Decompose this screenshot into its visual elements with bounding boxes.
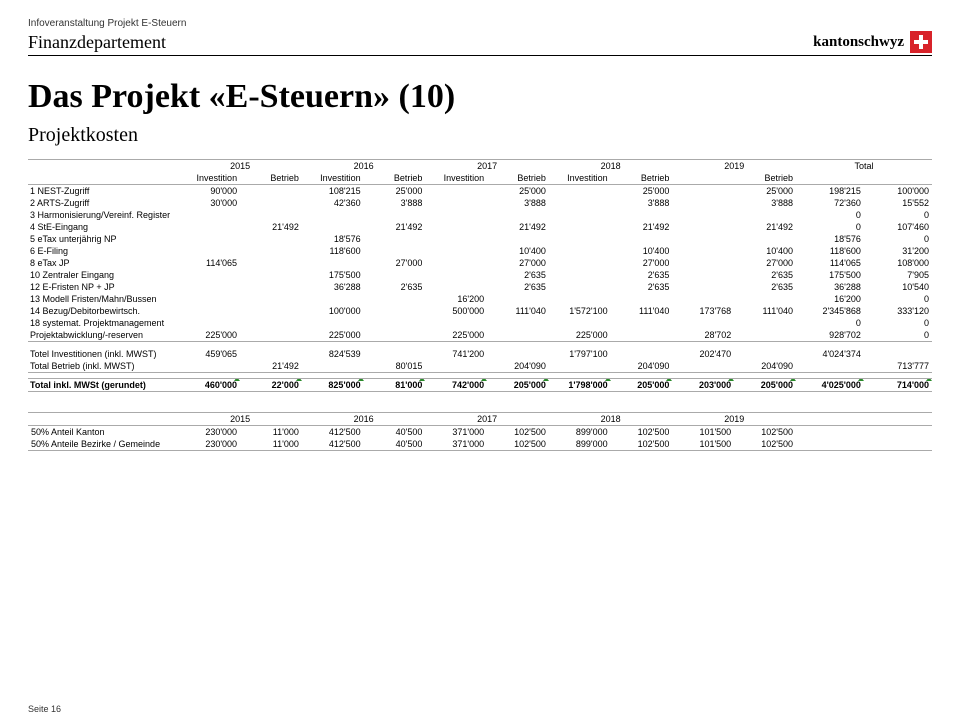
table-row: 8 eTax JP114'06527'00027'00027'00027'000… xyxy=(28,257,932,269)
grand-total-row: Total inkl. MWSt (gerundet)460'00022'000… xyxy=(28,378,932,391)
table-row: Projektabwicklung/-reserven225'000225'00… xyxy=(28,329,932,342)
year-header-row: 2015 2016 2017 2018 2019 Total xyxy=(28,160,932,173)
share-row: 50% Anteil Kanton230'00011'000412'50040'… xyxy=(28,425,932,438)
share-year-header: 2015 2016 2017 2018 2019 xyxy=(28,412,932,425)
page-subtitle: Projektkosten xyxy=(28,124,932,147)
table-row: 4 StE-Eingang21'49221'49221'49221'49221'… xyxy=(28,221,932,233)
department-name: Finanzdepartement xyxy=(28,32,166,53)
header-bar: Finanzdepartement kantonschwyz xyxy=(28,31,932,56)
table-row: 5 eTax unterjährig NP18'57618'5760 xyxy=(28,233,932,245)
subtotal-row: Totel Investitionen (inkl. MWST)459'0658… xyxy=(28,348,932,360)
table-row: 3 Harmonisierung/Vereinf. Register00 xyxy=(28,209,932,221)
table-row: 13 Modell Fristen/Mahn/Bussen16'20016'20… xyxy=(28,293,932,305)
logo-mark-icon xyxy=(910,31,932,53)
table-row: 12 E-Fristen NP + JP36'2882'6352'6352'63… xyxy=(28,281,932,293)
table-row: 14 Bezug/Debitorbewirtsch.100'000500'000… xyxy=(28,305,932,317)
table-row: 18 systemat. Projektmanagement00 xyxy=(28,317,932,329)
table-row: 1 NEST-Zugriff90'000108'21525'00025'0002… xyxy=(28,185,932,198)
table-row: 2 ARTS-Zugriff30'00042'3603'8883'8883'88… xyxy=(28,197,932,209)
page-number: Seite 16 xyxy=(28,704,61,714)
share-row: 50% Anteile Bezirke / Gemeinde230'00011'… xyxy=(28,438,932,451)
event-label: Infoveranstaltung Projekt E-Steuern xyxy=(28,18,932,29)
logo-text: kantonschwyz xyxy=(813,34,904,51)
subtotal-row: Total Betrieb (inkl. MWST)21'49280'01520… xyxy=(28,360,932,373)
canton-logo: kantonschwyz xyxy=(813,31,932,53)
cost-table: 2015 2016 2017 2018 2019 Total Investiti… xyxy=(28,159,932,392)
page-title: Das Projekt «E-Steuern» (10) xyxy=(28,78,932,116)
table-row: 10 Zentraler Eingang175'5002'6352'6352'6… xyxy=(28,269,932,281)
subheader-row: InvestitionBetrieb InvestitionBetrieb In… xyxy=(28,172,932,185)
share-table: 2015 2016 2017 2018 2019 50% Anteil Kant… xyxy=(28,412,932,451)
table-row: 6 E-Filing118'60010'40010'40010'400118'6… xyxy=(28,245,932,257)
